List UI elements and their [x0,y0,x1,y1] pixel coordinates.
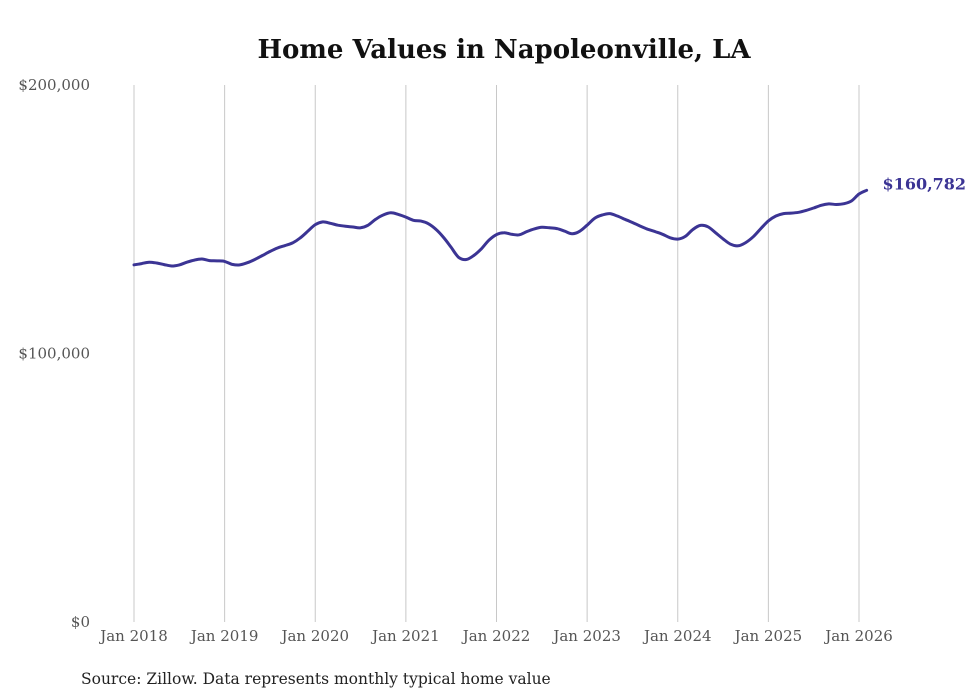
x-tick-label: Jan 2023 [551,627,621,645]
end-value-label: $160,782 [883,174,967,193]
source-note: Source: Zillow. Data represents monthly … [81,670,551,688]
chart-title: Home Values in Napoleonville, LA [257,35,751,65]
y-tick-label: $100,000 [18,345,90,363]
x-tick-label: Jan 2022 [461,627,531,645]
x-tick-label: Jan 2026 [823,627,893,645]
x-tick-label: Jan 2019 [189,627,259,645]
x-tick-label: Jan 2021 [370,627,440,645]
x-tick-label: Jan 2024 [642,627,712,645]
gridlines [133,85,860,622]
x-tick-label: Jan 2020 [279,627,349,645]
y-axis-ticks: $200,000 $100,000 $0 [18,76,90,631]
y-tick-label: $0 [71,613,90,631]
x-axis-ticks: Jan 2018 Jan 2019 Jan 2020 Jan 2021 Jan 2022… [98,627,893,645]
series-line [132,188,869,268]
x-tick-label: Jan 2018 [98,627,168,645]
y-tick-label: $200,000 [18,76,90,94]
x-tick-label: Jan 2025 [733,627,803,645]
